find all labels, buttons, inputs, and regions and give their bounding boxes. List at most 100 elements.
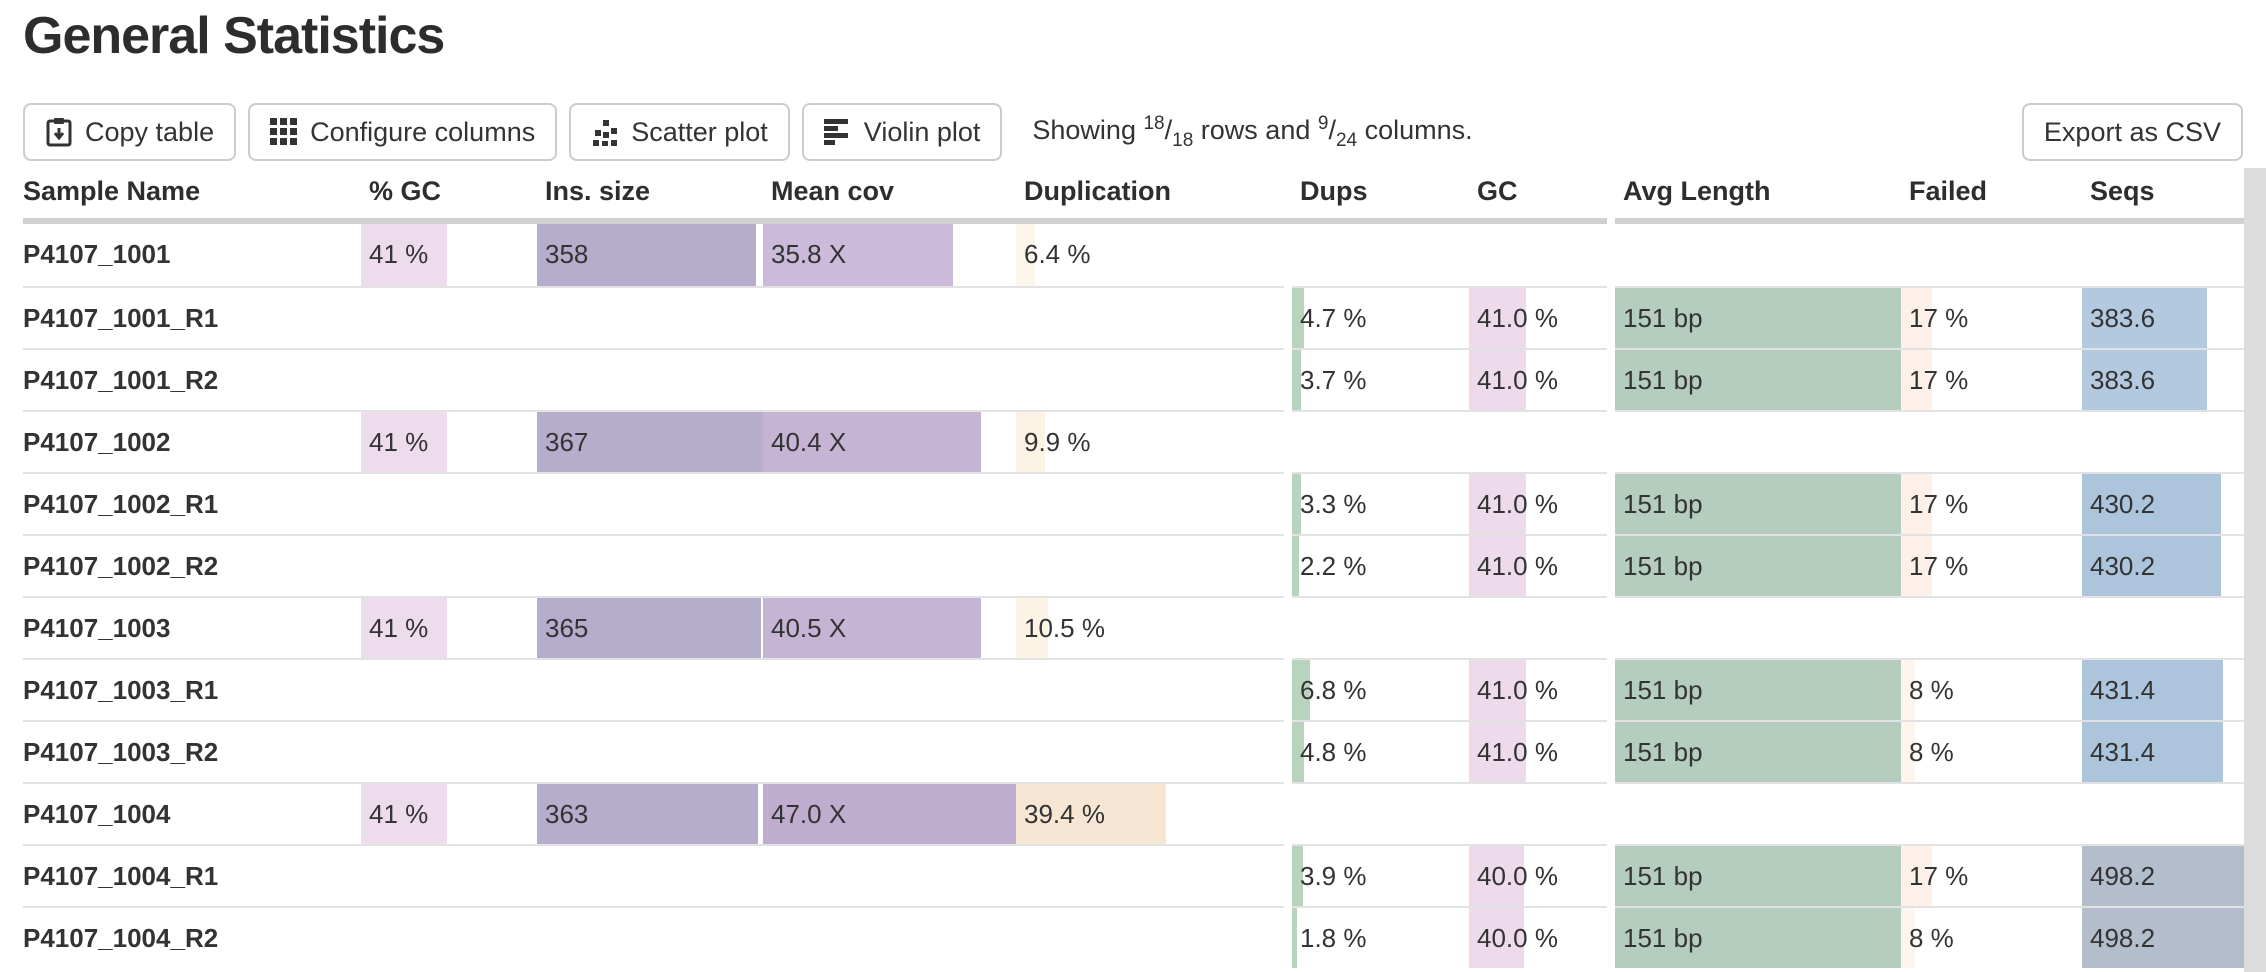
cell-ins-size (537, 906, 763, 968)
cell-ins-size (537, 472, 763, 534)
cell-seqs: 431.4 (2082, 720, 2244, 782)
cell-avg-length: 151 bp (1615, 906, 1901, 968)
cell-dups (1292, 224, 1469, 286)
cell-duplication (1016, 720, 1284, 782)
configure-columns-button[interactable]: Configure columns (248, 103, 558, 161)
cell-gc: 41.0 % (1469, 348, 1607, 410)
col-header-sample-name[interactable]: Sample Name (23, 166, 361, 224)
cell-pct-gc: 41 % (361, 596, 537, 658)
cell-failed (1901, 410, 2082, 472)
violin-plot-icon (823, 118, 852, 146)
cell-dups (1292, 410, 1469, 472)
col-header-ins-size[interactable]: Ins. size (537, 166, 763, 224)
value-bar (537, 412, 763, 472)
col-header-mean-cov[interactable]: Mean cov (763, 166, 1016, 224)
column-seam (1607, 534, 1615, 596)
table-row[interactable]: P4107_1001 41 % 358 35.8 X 6.4 % (23, 224, 2244, 286)
cell-ins-size (537, 720, 763, 782)
table-row[interactable]: P4107_1004 41 % 363 47.0 X 39.4 % (23, 782, 2244, 844)
value-bar (1292, 908, 1298, 968)
general-statistics-table: Sample Name % GC Ins. size Mean cov Dupl… (23, 166, 2244, 968)
table-row[interactable]: P4107_1004_R1 3.9 % 40.0 % 151 bp 17 % 4… (23, 844, 2244, 906)
cell-avg-length: 151 bp (1615, 348, 1901, 410)
button-label: Scatter plot (631, 116, 768, 147)
cell-mean-cov (763, 906, 1016, 968)
table-row[interactable]: P4107_1002_R1 3.3 % 41.0 % 151 bp 17 % 4… (23, 472, 2244, 534)
sample-name: P4107_1001_R1 (23, 286, 361, 348)
export-csv-button[interactable]: Export as CSV (2021, 103, 2243, 161)
cell-gc: 40.0 % (1469, 844, 1607, 906)
cell-failed: 8 % (1901, 720, 2082, 782)
cell-failed: 8 % (1901, 658, 2082, 720)
cell-seqs: 383.6 (2082, 348, 2244, 410)
cell-mean-cov (763, 658, 1016, 720)
table-row[interactable]: P4107_1001_R1 4.7 % 41.0 % 151 bp 17 % 3… (23, 286, 2244, 348)
col-header-failed[interactable]: Failed (1901, 166, 2082, 224)
cell-ins-size: 365 (537, 596, 763, 658)
value-bar (1469, 908, 1525, 968)
cell-duplication: 10.5 % (1016, 596, 1284, 658)
value-bar (1901, 908, 1916, 968)
cell-gc (1469, 596, 1607, 658)
col-header-dups[interactable]: Dups (1292, 166, 1469, 224)
col-header-duplication[interactable]: Duplication (1016, 166, 1284, 224)
column-seam (1284, 844, 1292, 906)
cell-dups: 1.8 % (1292, 906, 1469, 968)
cell-seqs: 498.2 (2082, 906, 2244, 968)
clipboard-icon (45, 117, 73, 147)
button-label: Copy table (85, 116, 215, 147)
cell-mean-cov: 40.4 X (763, 410, 1016, 472)
table-scrollbar[interactable] (2244, 168, 2266, 972)
cell-dups: 4.7 % (1292, 286, 1469, 348)
col-header-gc[interactable]: GC (1469, 166, 1607, 224)
value-bar (1469, 474, 1526, 534)
value-bar (2082, 536, 2222, 596)
cols-shown: 9 (1317, 112, 1329, 134)
cell-mean-cov (763, 720, 1016, 782)
column-seam (1284, 720, 1292, 782)
table-row[interactable]: P4107_1003 41 % 365 40.5 X 10.5 % (23, 596, 2244, 658)
table-row[interactable]: P4107_1002_R2 2.2 % 41.0 % 151 bp 17 % 4… (23, 534, 2244, 596)
button-label: Export as CSV (2043, 116, 2221, 147)
table-row[interactable]: P4107_1004_R2 1.8 % 40.0 % 151 bp 8 % 49… (23, 906, 2244, 968)
table-row[interactable]: P4107_1003_R2 4.8 % 41.0 % 151 bp 8 % 43… (23, 720, 2244, 782)
table-row[interactable]: P4107_1001_R2 3.7 % 41.0 % 151 bp 17 % 3… (23, 348, 2244, 410)
sample-name: P4107_1004_R2 (23, 906, 361, 968)
value-bar (1292, 536, 1300, 596)
col-header-pct-gc[interactable]: % GC (361, 166, 537, 224)
cell-dups: 6.8 % (1292, 658, 1469, 720)
cell-failed: 17 % (1901, 472, 2082, 534)
cell-gc (1469, 782, 1607, 844)
cell-dups: 3.9 % (1292, 844, 1469, 906)
column-seam (1607, 348, 1615, 410)
table-row[interactable]: P4107_1002 41 % 367 40.4 X 9.9 % (23, 410, 2244, 472)
cell-mean-cov: 35.8 X (763, 224, 1016, 286)
cell-avg-length (1615, 782, 1901, 844)
column-seam (1284, 658, 1292, 720)
cell-mean-cov: 40.5 X (763, 596, 1016, 658)
violin-plot-button[interactable]: Violin plot (801, 103, 1003, 161)
scatter-plot-button[interactable]: Scatter plot (569, 103, 790, 161)
copy-table-button[interactable]: Copy table (23, 103, 237, 161)
table-row[interactable]: P4107_1003_R1 6.8 % 41.0 % 151 bp 8 % 43… (23, 658, 2244, 720)
cell-pct-gc: 41 % (361, 782, 537, 844)
value-bar (361, 224, 448, 286)
cell-seqs (2082, 224, 2244, 286)
cell-avg-length: 151 bp (1615, 720, 1901, 782)
cell-failed (1901, 782, 2082, 844)
sample-name: P4107_1001_R2 (23, 348, 361, 410)
column-seam (1284, 534, 1292, 596)
cell-duplication: 39.4 % (1016, 782, 1284, 844)
cell-pct-gc (361, 844, 537, 906)
value-bar (537, 224, 757, 286)
col-header-seqs[interactable]: Seqs (2082, 166, 2244, 224)
value-bar (1615, 288, 1901, 348)
cell-duplication (1016, 906, 1284, 968)
col-header-avg-length[interactable]: Avg Length (1615, 166, 1901, 224)
value-bar (1901, 846, 1932, 906)
cell-mean-cov (763, 286, 1016, 348)
cell-duplication (1016, 348, 1284, 410)
value-bar (1016, 224, 1035, 286)
cell-ins-size (537, 286, 763, 348)
cell-pct-gc (361, 472, 537, 534)
